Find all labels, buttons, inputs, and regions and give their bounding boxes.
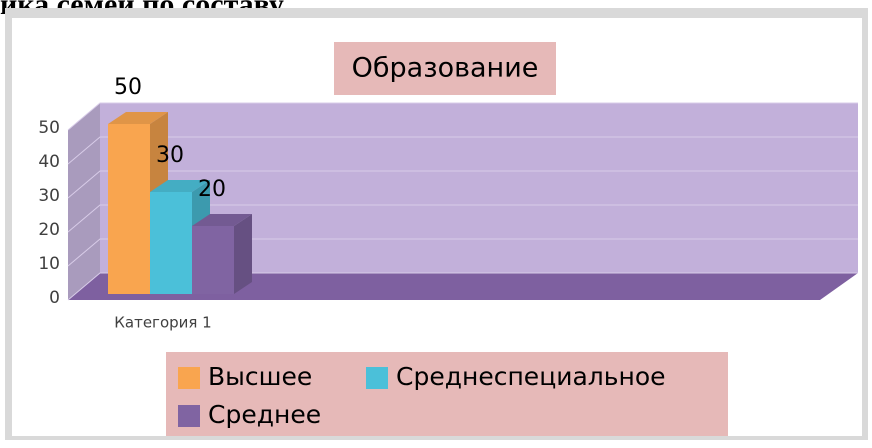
y-tick-label: 40 — [38, 152, 60, 172]
y-tick-label: 10 — [38, 254, 60, 274]
bar-top — [192, 214, 252, 226]
bar — [150, 192, 192, 294]
legend-swatch — [178, 405, 200, 427]
data-label: 20 — [198, 177, 226, 202]
y-tick-label: 0 — [49, 288, 60, 308]
bar — [192, 226, 234, 294]
y-tick-label: 50 — [38, 118, 60, 138]
bar — [108, 124, 150, 294]
chart-title: Образование — [352, 53, 539, 84]
legend-box — [166, 352, 728, 436]
bar-top — [108, 112, 168, 124]
legend-label: Среднее — [208, 400, 321, 429]
grid-line — [67, 238, 858, 267]
title-box — [334, 42, 556, 95]
data-label: 50 — [114, 75, 142, 100]
back-wall — [100, 103, 858, 273]
side-wall — [68, 103, 100, 300]
legend-swatch — [366, 367, 388, 389]
floor — [68, 273, 858, 300]
grid-line — [67, 136, 858, 165]
legend-label: Высшее — [208, 362, 312, 391]
y-tick-label: 20 — [38, 220, 60, 240]
grid-line — [67, 272, 858, 301]
legend-label: Среднеспециальное — [396, 362, 666, 391]
data-label: 30 — [156, 143, 184, 168]
grid-line — [67, 170, 858, 199]
bar-top — [150, 180, 210, 192]
bar-side — [234, 214, 252, 294]
legend-swatch — [178, 367, 200, 389]
x-tick-label: Категория 1 — [114, 314, 211, 332]
grid-line — [67, 102, 858, 131]
grid-line — [67, 204, 858, 233]
y-tick-label: 30 — [38, 186, 60, 206]
